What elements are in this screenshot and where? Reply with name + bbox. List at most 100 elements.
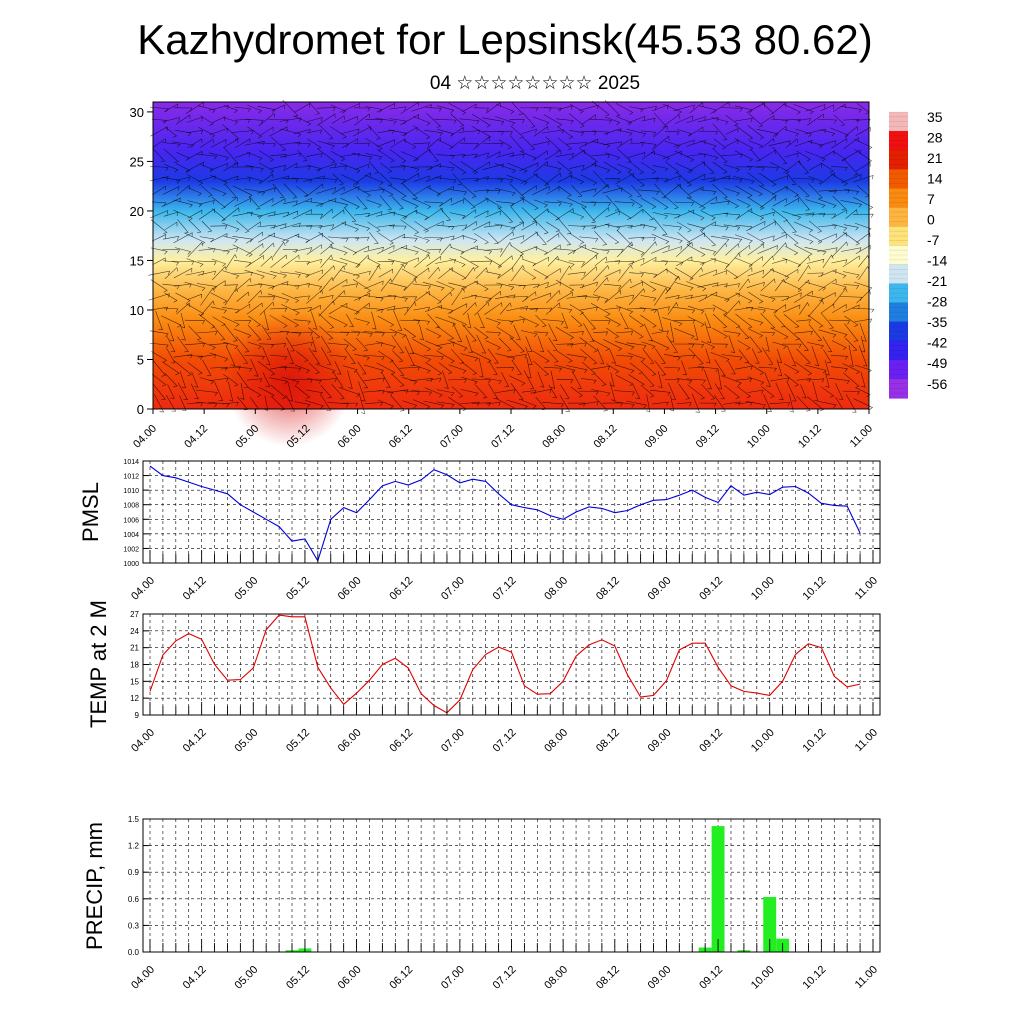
y-tick-label: 0.0 [128,948,140,957]
colorbar-label: -49 [927,355,947,371]
x-tick-label: 07.12 [491,727,519,755]
x-tick-label: 07.00 [439,964,467,992]
y-tick-label: 21 [130,644,139,653]
x-tick-label: 11.00 [848,423,875,450]
x-tick-label: 05.12 [284,727,312,755]
colorbar-swatch [889,340,908,361]
x-tick-label: 09.00 [646,964,674,992]
x-tick-label: 08.12 [591,423,619,451]
y-tick-label: 15 [130,253,144,268]
y-tick-label: 18 [130,661,139,670]
colorbar-swatch [889,283,908,304]
x-tick-label: 04.12 [181,727,209,755]
colorbar-label: -56 [927,376,947,392]
x-tick-label: 10.00 [749,575,777,603]
y-tick-label: 1.5 [128,815,140,824]
colorbar-lines [889,111,908,394]
colorbar-label: -28 [927,294,947,310]
x-tick-label: 05.12 [284,575,312,603]
y-tick-label: 1.2 [128,842,140,851]
x-tick-label: 08.00 [542,727,570,755]
x-tick-label: 04.12 [182,423,210,451]
x-tick-label: 08.00 [540,423,568,451]
chart-title: Kazhydromet for Lepsinsk(45.53 80.62) [137,16,873,63]
chart-subtitle: 04 ☆☆☆☆☆☆☆☆ 2025 [429,73,641,94]
colorbar-swatch [889,169,908,189]
grid [143,613,880,716]
y-tick-label: 24 [130,627,139,636]
x-tick-label: 08.00 [542,964,570,992]
y-axis-label: TEMP at 2 M [86,600,111,728]
y-axis-label: PMSL [78,482,103,542]
y-axis-label: PRECIP, mm [82,822,107,950]
x-tick-label: 10.00 [745,423,773,451]
x-tick-label: 06.12 [387,964,415,992]
x-tick-label: 06.00 [336,423,364,451]
x-tick-label: 11.00 [853,964,880,991]
x-tick-label: 09.00 [646,575,674,603]
y-tick-label: 1000 [123,561,139,568]
x-tick-label: 04.12 [181,575,209,603]
bar [711,826,725,952]
x-tick-label: 08.12 [594,964,622,992]
x-tick-label: 05.00 [232,727,260,755]
y-tick-label: 20 [130,204,144,219]
x-tick-label: 09.00 [646,727,674,755]
x-tick-label: 09.12 [694,423,722,451]
y-tick-label: 15 [130,677,139,686]
x-tick-label: 04.00 [129,727,157,755]
x-tick-label: 10.12 [801,727,829,755]
x-tick-label: 07.00 [439,575,467,603]
y-tick-label: 1004 [123,532,139,539]
x-tick-label: 08.12 [594,575,622,603]
x-tick-label: 04.00 [131,423,159,451]
x-tick-label: 10.12 [801,575,829,603]
y-tick-label: 0 [137,402,144,417]
colorbar-label: -42 [927,335,947,351]
x-tick-label: 07.12 [491,575,519,603]
x-tick-label: 09.12 [697,727,725,755]
y-tick-label: 1006 [123,517,139,524]
x-tick-label: 05.12 [284,964,312,992]
colorbar-swatch [889,245,908,266]
colorbar-swatch [889,302,908,323]
x-tick-label: 06.00 [336,575,364,603]
colorbar-swatch [889,226,908,247]
colorbar-label: -21 [927,273,947,289]
x-tick-label: 10.12 [801,964,829,992]
colorbar-label: 35 [927,109,943,125]
x-tick-label: 10.00 [749,727,777,755]
x-tick-label: 10.12 [796,423,824,451]
x-tick-label: 04.00 [129,964,157,992]
x-tick-label: 06.12 [387,727,415,755]
y-tick-label: 5 [137,352,144,367]
x-tick-label: 06.00 [336,727,364,755]
colorbar-label: 14 [927,171,943,187]
series-line [149,465,861,563]
y-tick-label: 0.3 [128,921,140,930]
colorbar-label: -14 [927,253,947,269]
colorbar-label: -35 [927,314,947,330]
colorbar-swatch [889,188,908,208]
colorbar-swatch [889,207,908,227]
x-tick-label: 07.12 [489,423,517,451]
x-tick-label: 11.00 [853,575,880,602]
y-tick-label: 25 [130,154,144,169]
grid [143,818,880,953]
x-tick-label: 06.12 [387,423,415,451]
colorbar-label: -7 [927,232,940,248]
y-tick-label: 30 [130,105,144,120]
y-tick-label: 10 [130,303,144,318]
x-tick-label: 04.00 [129,575,157,603]
x-tick-label: 09.12 [697,964,725,992]
colorbar-swatch [889,150,908,170]
y-tick-label: 1008 [123,503,139,510]
y-tick-label: 9 [135,711,140,720]
y-tick-label: 0.6 [128,895,140,904]
x-tick-label: 08.00 [542,575,570,603]
colorbar-label: 21 [927,150,943,166]
y-tick-label: 1010 [123,488,139,495]
x-tick-label: 09.12 [697,575,725,603]
x-tick-label: 04.12 [181,964,209,992]
